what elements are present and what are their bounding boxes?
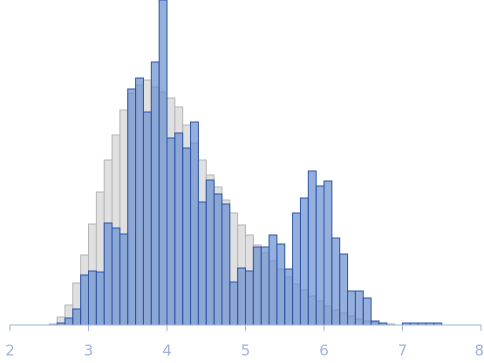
bar [150,61,160,326]
bar [276,243,286,326]
bar [323,180,333,326]
bar [229,281,239,326]
bar [142,111,152,326]
bar [213,193,223,326]
x-tick-label: 7 [398,342,408,360]
bar [292,212,301,326]
bar [331,237,341,326]
bar [111,227,121,326]
bar [174,132,184,326]
bar [339,253,349,326]
bar [72,308,82,326]
bar [299,197,309,326]
bar [158,0,168,326]
bar [205,179,215,326]
bar [245,270,254,326]
bar [307,170,317,326]
bar [80,274,90,326]
bar [237,267,246,326]
bar [221,203,231,326]
bar [370,320,380,326]
bar [119,233,129,326]
bar [64,317,74,326]
bar [95,271,105,326]
bar [166,137,176,326]
bar [190,121,199,326]
x-tick-label: 3 [84,342,94,360]
bar [284,268,294,326]
bar [260,246,270,326]
bar [135,77,144,326]
bar [127,88,137,326]
bar [252,246,262,326]
bar [362,297,372,326]
bar [347,290,356,326]
bar [197,201,207,326]
x-tick-label: 8 [474,342,484,360]
bar [88,270,97,326]
bar [268,234,278,326]
x-tick-label: 4 [162,342,172,360]
bar [354,290,364,326]
bar [182,147,192,326]
bar [315,185,325,326]
x-tick-label: 5 [241,342,251,360]
x-tick-label: 2 [5,342,15,360]
bar [103,222,113,326]
x-tick-label: 6 [319,342,329,360]
